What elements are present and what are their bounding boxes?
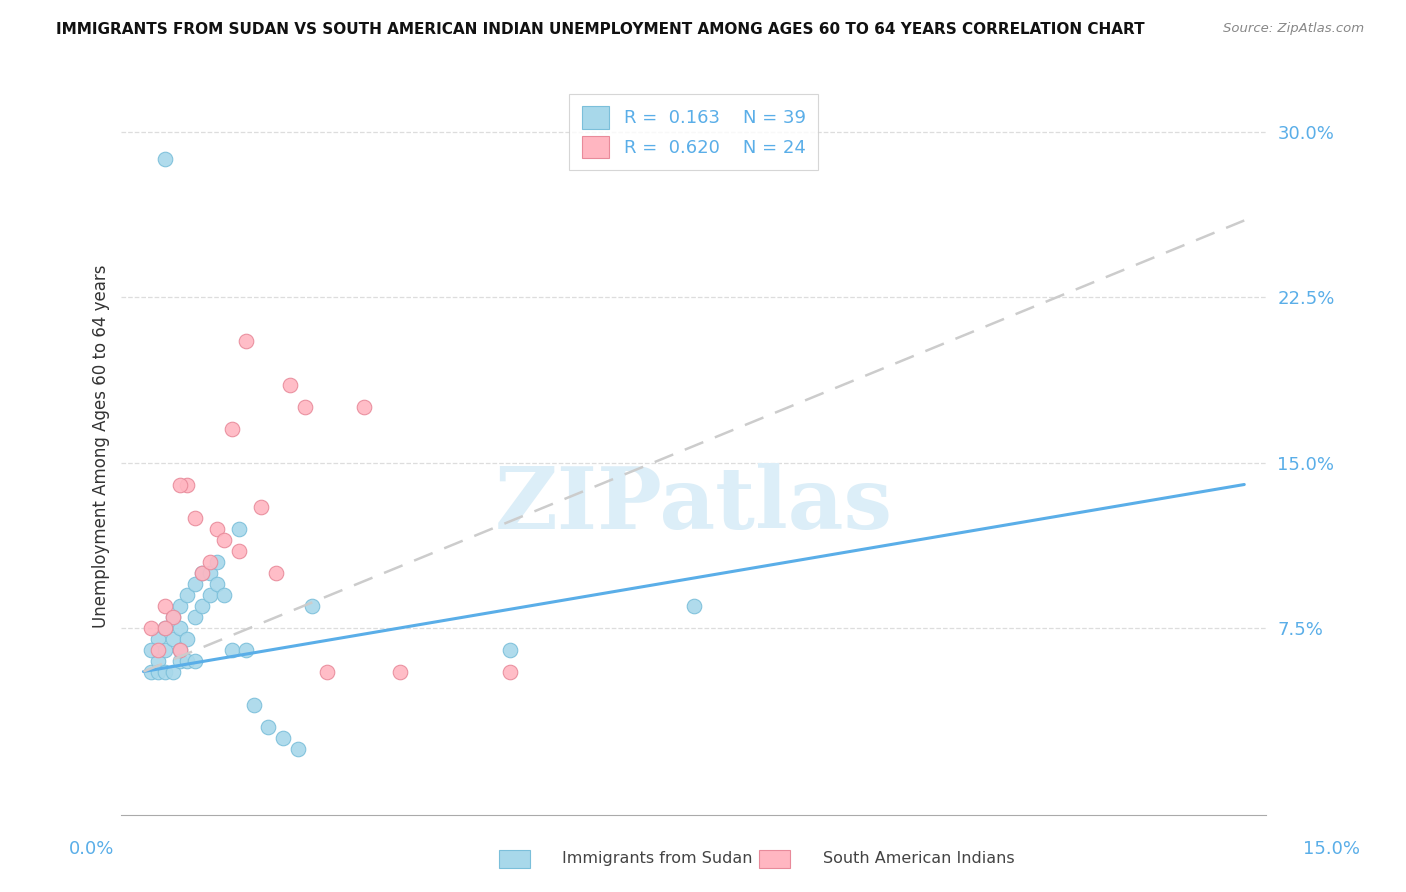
Point	[287, 741, 309, 756]
Point	[191, 566, 214, 580]
Point	[146, 632, 169, 646]
Point	[353, 401, 375, 415]
Point	[221, 422, 243, 436]
Point	[184, 654, 207, 668]
Text: Source: ZipAtlas.com: Source: ZipAtlas.com	[1223, 22, 1364, 36]
Point	[155, 621, 177, 635]
Point	[146, 654, 169, 668]
Text: ZIPatlas: ZIPatlas	[495, 463, 893, 547]
Point	[169, 654, 191, 668]
Text: 0.0%: 0.0%	[69, 840, 114, 858]
Point	[162, 609, 184, 624]
Point	[212, 533, 235, 547]
Point	[176, 632, 198, 646]
Point	[146, 642, 169, 657]
Point	[162, 632, 184, 646]
Point	[278, 378, 301, 392]
Point	[242, 698, 264, 712]
Point	[139, 665, 162, 679]
Point	[205, 522, 228, 536]
Point	[155, 621, 177, 635]
Bar	[759, 850, 790, 868]
Point	[212, 588, 235, 602]
Text: 15.0%: 15.0%	[1303, 840, 1360, 858]
Point	[169, 642, 191, 657]
Point	[176, 477, 198, 491]
Text: South American Indians: South American Indians	[823, 852, 1014, 866]
Text: IMMIGRANTS FROM SUDAN VS SOUTH AMERICAN INDIAN UNEMPLOYMENT AMONG AGES 60 TO 64 : IMMIGRANTS FROM SUDAN VS SOUTH AMERICAN …	[56, 22, 1144, 37]
Point	[198, 588, 221, 602]
Point	[184, 609, 207, 624]
Point	[221, 642, 243, 657]
Point	[250, 500, 273, 514]
Point	[184, 510, 207, 524]
Point	[184, 576, 207, 591]
Point	[155, 665, 177, 679]
Point	[198, 566, 221, 580]
Point	[198, 555, 221, 569]
Point	[176, 654, 198, 668]
Point	[301, 599, 323, 613]
Point	[235, 334, 257, 349]
Point	[682, 599, 704, 613]
Point	[499, 642, 522, 657]
Legend: R =  0.163    N = 39, R =  0.620    N = 24: R = 0.163 N = 39, R = 0.620 N = 24	[569, 94, 818, 170]
Point	[389, 665, 412, 679]
Point	[169, 599, 191, 613]
Point	[228, 522, 250, 536]
Point	[169, 477, 191, 491]
Point	[169, 642, 191, 657]
Point	[162, 665, 184, 679]
Bar	[499, 850, 530, 868]
Text: Immigrants from Sudan: Immigrants from Sudan	[562, 852, 752, 866]
Point	[205, 555, 228, 569]
Point	[316, 665, 339, 679]
Point	[264, 566, 287, 580]
Point	[228, 543, 250, 558]
Point	[162, 609, 184, 624]
Point	[257, 720, 280, 734]
Point	[205, 576, 228, 591]
Point	[191, 599, 214, 613]
Point	[499, 665, 522, 679]
Point	[235, 642, 257, 657]
Point	[146, 665, 169, 679]
Point	[155, 599, 177, 613]
Point	[139, 621, 162, 635]
Point	[155, 642, 177, 657]
Point	[271, 731, 294, 745]
Point	[176, 588, 198, 602]
Point	[139, 642, 162, 657]
Point	[191, 566, 214, 580]
Point	[169, 621, 191, 635]
Point	[294, 401, 316, 415]
Point	[155, 152, 177, 166]
Y-axis label: Unemployment Among Ages 60 to 64 years: Unemployment Among Ages 60 to 64 years	[93, 264, 110, 628]
